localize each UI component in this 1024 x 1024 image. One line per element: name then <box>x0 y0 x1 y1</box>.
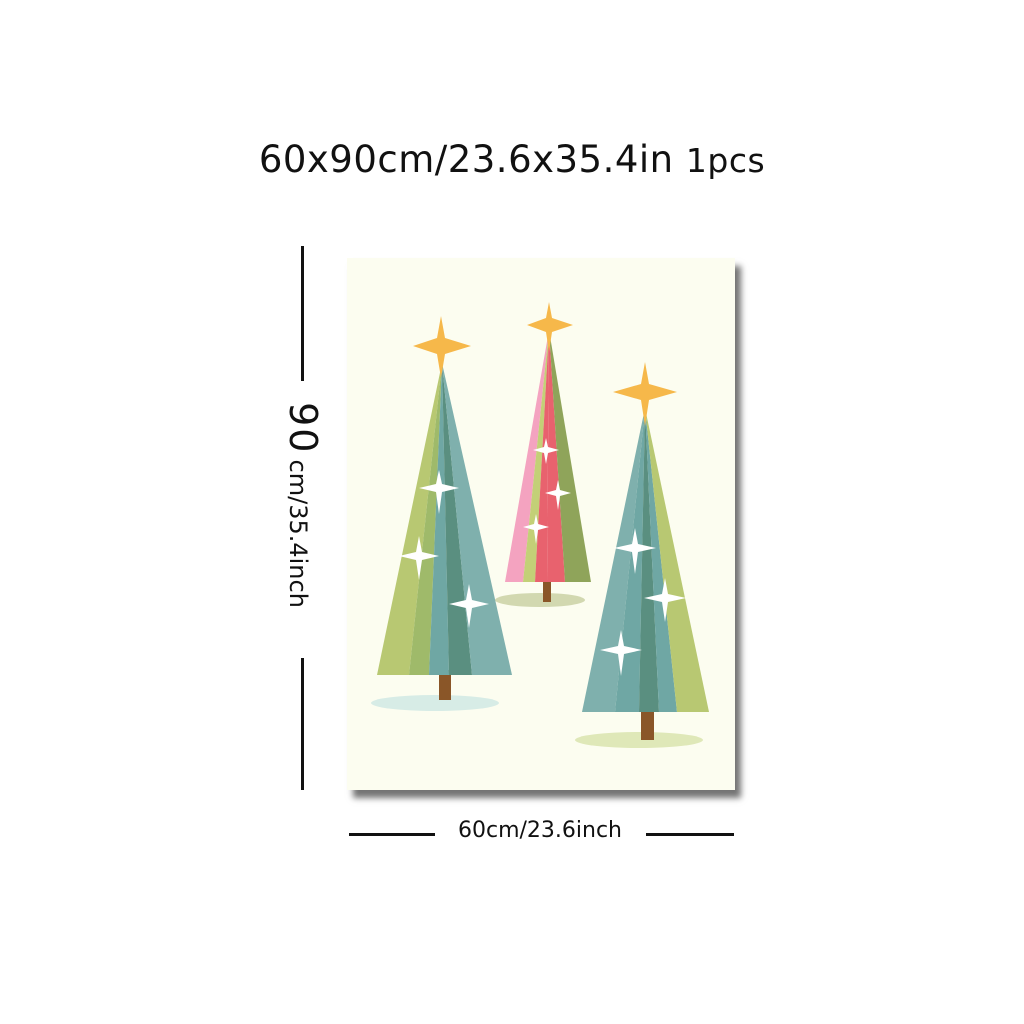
sparkle-icon <box>523 514 549 544</box>
middle-tree <box>505 330 591 582</box>
product-size-headline: 60x90cm/23.6x35.4in 1pcs <box>0 138 1024 181</box>
middle-tree-trunk <box>543 580 551 602</box>
height-units: cm/35.4inch <box>284 459 312 608</box>
right-tree-shadow <box>575 732 703 748</box>
right-tree-trunk <box>641 708 654 740</box>
sparkle-icons <box>399 438 686 676</box>
left-tree-shadow <box>371 695 499 711</box>
middle-tree-shadow <box>495 593 585 607</box>
height-value: 90 <box>281 402 325 455</box>
right-tree <box>582 408 709 712</box>
star-icon <box>613 362 677 426</box>
sparkle-icon <box>545 480 571 510</box>
star-icon <box>527 302 573 352</box>
left-tree-trunk <box>439 670 451 700</box>
canvas-print-artwork <box>347 258 735 790</box>
christmas-trees-illustration <box>371 302 709 748</box>
sparkle-icon <box>449 584 489 628</box>
width-dimension-line-right <box>646 833 734 836</box>
sparkle-icon <box>419 470 459 514</box>
height-dimension-line-bottom <box>301 658 304 790</box>
sparkle-icon <box>533 438 559 464</box>
star-icon <box>413 316 471 378</box>
sparkle-icon <box>399 536 439 580</box>
sparkle-icon <box>600 630 642 676</box>
piece-count-text: 1pcs <box>685 141 766 180</box>
height-dimension-line-top <box>301 246 304 381</box>
left-tree <box>377 363 512 675</box>
gold-star-icons <box>413 302 677 426</box>
width-dimension-line-left <box>349 833 435 836</box>
height-dimension-label: 90 cm/35.4inch <box>281 402 325 608</box>
sparkle-icon <box>644 578 686 622</box>
width-dimension-label: 60cm/23.6inch <box>457 818 622 843</box>
size-text: 60x90cm/23.6x35.4in <box>258 138 674 181</box>
sparkle-icon <box>614 528 656 574</box>
